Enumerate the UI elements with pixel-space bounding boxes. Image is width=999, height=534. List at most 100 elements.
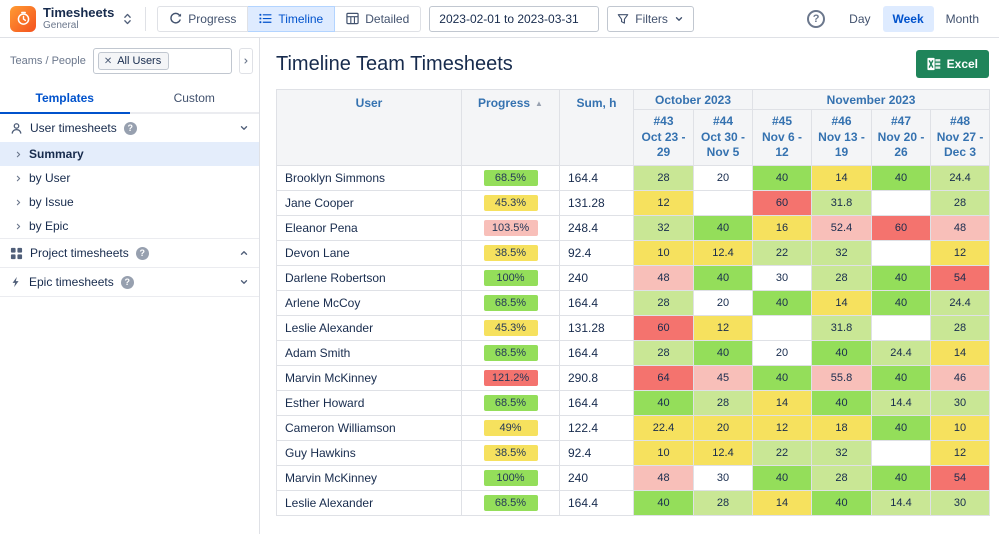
week-cell: 20: [752, 339, 813, 366]
date-range-input[interactable]: [429, 5, 600, 32]
week-cell: 12: [930, 439, 991, 466]
week-cell: 48: [930, 214, 991, 241]
topbar: Timesheets General Progress Timeline Detai…: [0, 0, 999, 38]
app-switcher-icon[interactable]: [121, 10, 134, 28]
week-cell: 46: [930, 364, 991, 391]
user-cell: Leslie Alexander: [276, 489, 462, 516]
chevron-right-icon: [244, 58, 248, 64]
excel-export-button[interactable]: Excel: [915, 50, 989, 78]
sum-cell: 164.4: [559, 164, 634, 191]
week-cell: 12.4: [692, 239, 754, 266]
filter-tag-all-users[interactable]: ✕ All Users: [97, 52, 170, 70]
user-cell: Guy Hawkins: [276, 439, 462, 466]
period-button-day[interactable]: Day: [839, 6, 880, 32]
table-row: Guy Hawkins 38.5% 92.4 10 12.4 22 32 12: [276, 439, 991, 466]
toolbar-divider: [145, 6, 147, 31]
week-cell: 14.4: [871, 489, 932, 516]
week-cell: 24.4: [930, 164, 991, 191]
sum-cell: 164.4: [559, 389, 634, 416]
week-cell: 60: [752, 189, 813, 216]
sidebar-item-summary[interactable]: Summary: [0, 142, 259, 166]
col-header-user[interactable]: User: [276, 89, 462, 166]
sum-cell: 164.4: [559, 289, 634, 316]
week-cell: 32: [811, 239, 873, 266]
progress-cell: 68.5%: [461, 489, 560, 516]
sidebar-section-user-timesheets[interactable]: User timesheets?: [0, 114, 259, 142]
week-cell: 24.4: [930, 289, 991, 316]
user-cell: Cameron Williamson: [276, 414, 462, 441]
progress-badge: 103.5%: [483, 219, 538, 236]
week-header-44[interactable]: #44 Oct 30 - Nov 5: [692, 109, 754, 166]
week-cell: 40: [692, 339, 754, 366]
week-cell: 40: [871, 264, 932, 291]
sum-cell: 248.4: [559, 214, 634, 241]
help-circle-icon[interactable]: ?: [135, 246, 149, 260]
week-cell: 14: [752, 389, 813, 416]
help-circle-icon[interactable]: ?: [120, 275, 134, 289]
chevron-down-icon[interactable]: [239, 277, 249, 287]
progress-cell: 68.5%: [461, 289, 560, 316]
week-header-46[interactable]: #46 Nov 13 - 19: [811, 109, 873, 166]
user-cell: Marvin McKinney: [276, 464, 462, 491]
week-header-45[interactable]: #45 Nov 6 - 12: [752, 109, 813, 166]
table-row: Marvin McKinney 121.2% 290.8 64 45 40 55.8 40 46: [276, 364, 991, 391]
panel-expand-button[interactable]: [239, 48, 253, 74]
epic-icon: [10, 276, 22, 288]
app-title: Timesheets: [43, 4, 115, 20]
user-cell: Eleanor Pena: [276, 214, 462, 241]
help-circle-icon[interactable]: ?: [123, 121, 137, 135]
week-header-48[interactable]: #48 Nov 27 - Dec 3: [930, 109, 991, 166]
sum-cell: 240: [559, 264, 634, 291]
week-cell: 40: [811, 489, 873, 516]
user-cell: Darlene Robertson: [276, 264, 462, 291]
week-cell: 60: [633, 314, 694, 341]
user-icon: [10, 122, 23, 135]
week-cell: [692, 189, 754, 216]
table-row: Darlene Robertson 100% 240 48 40 30 28 40 54: [276, 264, 991, 291]
week-cell: 40: [752, 164, 813, 191]
filters-button[interactable]: Filters: [607, 5, 694, 32]
period-button-week[interactable]: Week: [882, 5, 934, 32]
week-cell: 40: [752, 464, 813, 491]
week-cell: 28: [811, 464, 873, 491]
table-row: Esther Howard 68.5% 164.4 40 28 14 40 14.4 30: [276, 389, 991, 416]
sidebar-section-project-timesheets[interactable]: Project timesheets?: [0, 239, 259, 267]
users-filter-input[interactable]: ✕ All Users: [92, 48, 232, 74]
week-header-43[interactable]: #43 Oct 23 - 29: [633, 109, 694, 166]
view-button-progress[interactable]: Progress: [157, 5, 249, 32]
month-header-november-2023: November 2023: [752, 89, 991, 110]
chevron-down-icon[interactable]: [239, 123, 249, 133]
table-row: Leslie Alexander 68.5% 164.4 40 28 14 40 14.4 30: [276, 489, 991, 516]
user-cell: Devon Lane: [276, 239, 462, 266]
tab-custom[interactable]: Custom: [173, 91, 215, 105]
table-row: Devon Lane 38.5% 92.4 10 12.4 22 32 12: [276, 239, 991, 266]
period-button-month[interactable]: Month: [936, 6, 989, 32]
progress-cell: 121.2%: [461, 364, 560, 391]
sidebar-item-by-epic[interactable]: by Epic: [0, 214, 259, 238]
week-cell: 14: [930, 339, 991, 366]
progress-cell: 45.3%: [461, 189, 560, 216]
week-header-47[interactable]: #47 Nov 20 - 26: [871, 109, 932, 166]
view-button-timeline[interactable]: Timeline: [248, 5, 336, 32]
week-cell: 28: [811, 264, 873, 291]
sidebar-tabs: Templates Custom: [0, 83, 259, 114]
tab-templates[interactable]: Templates: [0, 83, 130, 114]
week-cell: [871, 189, 932, 216]
sidebar-item-by-user[interactable]: by User: [0, 166, 259, 190]
detailed-icon: [346, 12, 359, 25]
sidebar-section-epic-timesheets[interactable]: Epic timesheets?: [0, 268, 259, 296]
chevron-up-icon[interactable]: [239, 248, 249, 258]
progress-badge: 100%: [483, 269, 538, 286]
remove-tag-icon[interactable]: ✕: [103, 55, 113, 67]
excel-icon: [927, 57, 941, 71]
help-icon[interactable]: ?: [807, 9, 826, 28]
view-button-detailed[interactable]: Detailed: [335, 5, 422, 32]
progress-cell: 45.3%: [461, 314, 560, 341]
sidebar-item-by-issue[interactable]: by Issue: [0, 190, 259, 214]
user-cell: Brooklyn Simmons: [276, 164, 462, 191]
week-cell: 14: [811, 289, 873, 316]
col-header-progress[interactable]: Progress ▲: [461, 89, 560, 166]
user-cell: Esther Howard: [276, 389, 462, 416]
col-header-sum[interactable]: Sum, h: [559, 89, 634, 166]
template-tree: User timesheets? Summary by User by Issue by…: [0, 114, 259, 534]
